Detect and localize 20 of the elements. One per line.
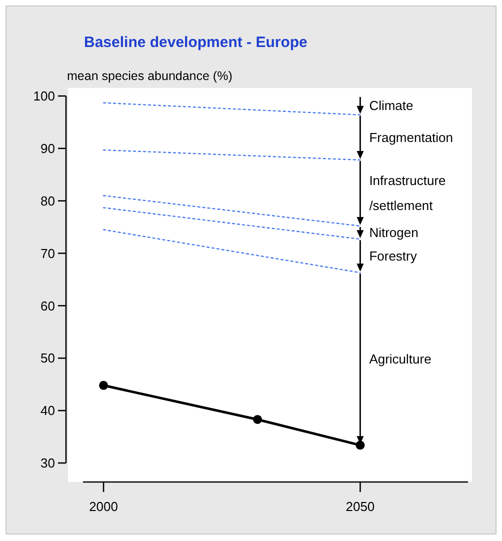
y-tick-label: 40 [40,403,55,418]
annotation: Infrastructure /settlement [369,173,446,214]
annotation: Nitrogen [369,225,418,240]
x-tick-label: 2000 [89,499,118,514]
y-tick-label: 90 [40,140,55,156]
annotation: Forestry [369,248,418,264]
y-tick-label: 60 [40,298,55,314]
point [253,414,262,424]
y-axis-title: mean species abundance (%) [67,69,232,83]
annotation: Climate [369,98,414,113]
annotation: Agriculture [369,351,432,366]
y-tick-label: 70 [40,246,55,261]
chart-title: Baseline development - Europe [84,34,308,51]
annotation: Fragmentation [369,130,454,145]
point [99,380,108,390]
y-tick-label: 80 [40,193,55,208]
y-tick-label: 50 [40,350,55,366]
y-tick-label: 30 [40,456,55,471]
x-tick-label: 2050 [346,499,375,514]
y-tick-label: 100 [33,88,55,104]
